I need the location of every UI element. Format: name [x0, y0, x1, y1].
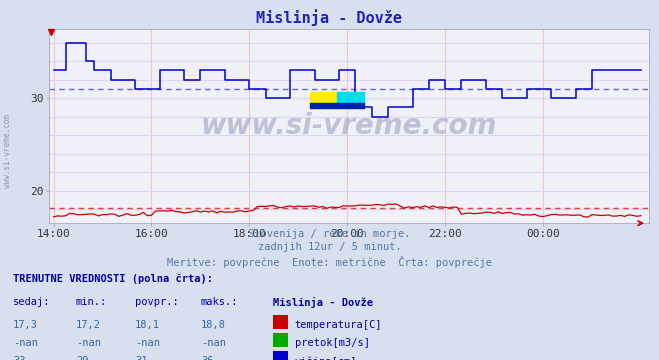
- Text: 31: 31: [135, 356, 148, 360]
- Text: sedaj:: sedaj:: [13, 297, 51, 307]
- Bar: [310, 103, 364, 108]
- Text: www.si-vreme.com: www.si-vreme.com: [201, 112, 498, 140]
- Text: 17,3: 17,3: [13, 320, 38, 330]
- Text: -nan: -nan: [135, 338, 160, 348]
- Text: -nan: -nan: [13, 338, 38, 348]
- Text: Meritve: povprečne  Enote: metrične  Črta: povprečje: Meritve: povprečne Enote: metrične Črta:…: [167, 256, 492, 268]
- Text: 17,2: 17,2: [76, 320, 101, 330]
- Text: -nan: -nan: [76, 338, 101, 348]
- Text: višina[cm]: višina[cm]: [295, 356, 357, 360]
- Text: TRENUTNE VREDNOSTI (polna črta):: TRENUTNE VREDNOSTI (polna črta):: [13, 274, 213, 284]
- Text: 18,8: 18,8: [201, 320, 226, 330]
- Text: pretok[m3/s]: pretok[m3/s]: [295, 338, 370, 348]
- Text: maks.:: maks.:: [201, 297, 239, 307]
- Text: 29: 29: [76, 356, 88, 360]
- Text: temperatura[C]: temperatura[C]: [295, 320, 382, 330]
- Text: 36: 36: [201, 356, 214, 360]
- Text: 33: 33: [13, 356, 26, 360]
- Text: zadnjih 12ur / 5 minut.: zadnjih 12ur / 5 minut.: [258, 242, 401, 252]
- Bar: [310, 92, 337, 103]
- Text: -nan: -nan: [201, 338, 226, 348]
- Bar: [337, 92, 364, 103]
- Text: Mislinja - Dovže: Mislinja - Dovže: [273, 297, 374, 308]
- Text: povpr.:: povpr.:: [135, 297, 179, 307]
- Text: www.si-vreme.com: www.si-vreme.com: [3, 114, 13, 188]
- Text: Slovenija / reke in morje.: Slovenija / reke in morje.: [248, 229, 411, 239]
- Text: min.:: min.:: [76, 297, 107, 307]
- Text: Mislinja - Dovže: Mislinja - Dovže: [256, 9, 403, 26]
- Text: 18,1: 18,1: [135, 320, 160, 330]
